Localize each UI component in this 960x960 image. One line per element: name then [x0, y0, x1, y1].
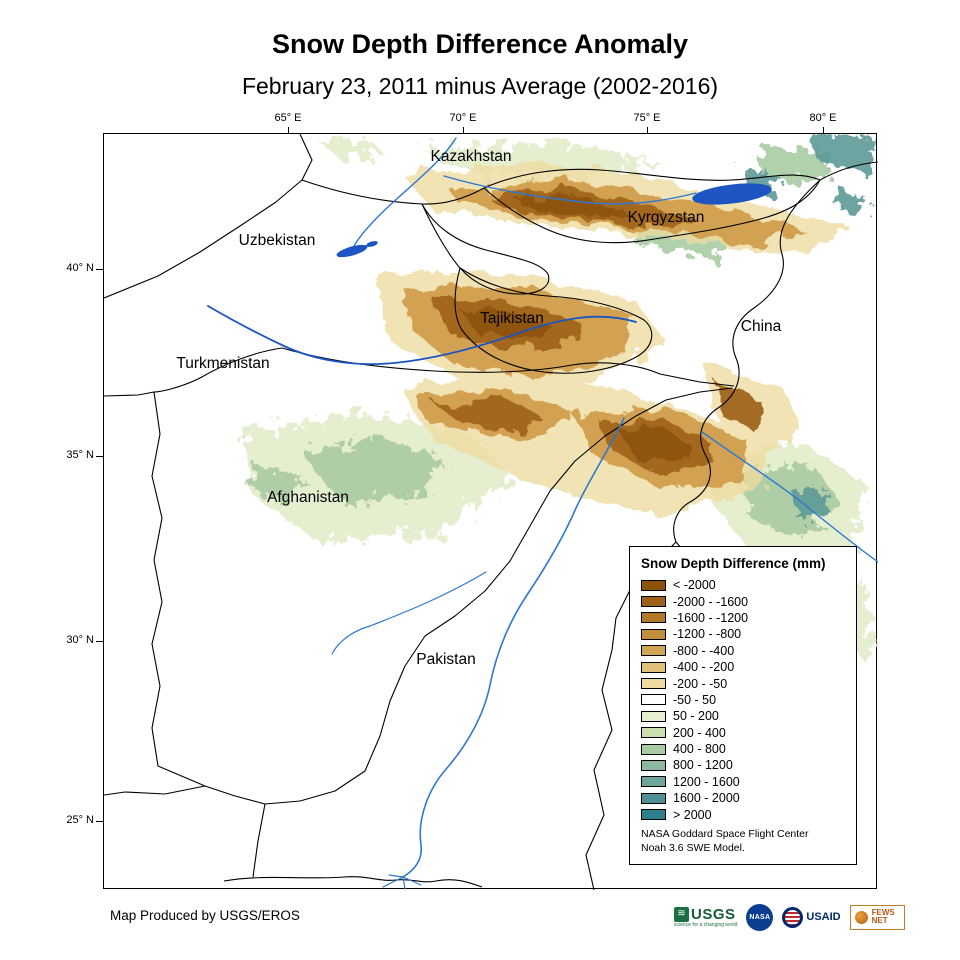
legend-swatch	[641, 645, 666, 657]
fewsnet-globe-icon	[854, 910, 868, 924]
country-label-tajikistan: Tajikistan	[480, 310, 544, 327]
lake-issyk-kul	[692, 183, 772, 205]
usaid-logo: USAID	[782, 906, 841, 928]
lon-tick-mark	[288, 127, 289, 134]
legend-entry: 1200 - 1600	[641, 774, 845, 790]
lon-tick-label: 75° E	[633, 112, 661, 124]
lat-tick-mark	[96, 821, 104, 822]
map-frame: Kazakhstan Kyrgyzstan Uzbekistan Tajikistan…	[66, 112, 878, 890]
usgs-tagline: science for a changing world	[674, 921, 738, 928]
legend-swatch	[641, 809, 666, 821]
legend-entry: -1600 - -1200	[641, 610, 845, 626]
legend-entry-label: > 2000	[673, 807, 712, 822]
country-label-uzbekistan: Uzbekistan	[238, 232, 316, 249]
lakes	[336, 183, 772, 258]
legend-swatch	[641, 710, 666, 722]
legend-entry: 800 - 1200	[641, 757, 845, 773]
country-label-kazakhstan: Kazakhstan	[430, 148, 512, 165]
legend-entry-label: -1200 - -800	[673, 627, 742, 642]
legend-swatch	[641, 628, 666, 640]
anomaly-raster-negative	[379, 162, 849, 516]
lon-tick-mark	[647, 127, 648, 134]
lat-tick-mark	[96, 269, 104, 270]
lon-tick-mark	[463, 127, 464, 134]
legend-swatch	[641, 759, 666, 771]
legend-entry-label: -200 - -50	[673, 676, 728, 691]
nasa-logo-text: NASA	[749, 913, 771, 921]
page-subtitle: February 23, 2011 minus Average (2002-20…	[241, 73, 719, 99]
legend-swatch	[641, 579, 666, 591]
legend-entry-label: 200 - 400	[673, 725, 726, 740]
legend-entry: -800 - -400	[641, 643, 845, 659]
legend-entry-label: 1200 - 1600	[673, 774, 740, 789]
rivers	[207, 137, 878, 890]
legend-swatch	[641, 776, 666, 788]
legend-swatch	[641, 612, 666, 624]
legend-entry-label: 800 - 1200	[673, 758, 733, 773]
lat-tick-mark	[96, 456, 104, 457]
usaid-seal-icon	[782, 906, 804, 928]
legend-entry-label: -400 - -200	[673, 660, 735, 675]
lon-tick-mark	[823, 127, 824, 134]
credit-text: Map Produced by USGS/EROS	[110, 908, 300, 923]
legend-title: Snow Depth Difference (mm)	[641, 556, 826, 571]
legend: Snow Depth Difference (mm) < -2000 -2000 …	[629, 546, 857, 865]
legend-entry: > 2000	[641, 806, 845, 822]
lon-tick-label: 70° E	[449, 112, 477, 124]
usgs-logo-text: USGS	[691, 905, 736, 923]
legend-swatch	[641, 792, 666, 804]
legend-swatch	[641, 678, 666, 690]
country-label-china: China	[740, 318, 782, 335]
legend-entry-label: -2000 - -1600	[673, 594, 749, 609]
legend-swatch	[641, 743, 666, 755]
usaid-logo-text: USAID	[806, 911, 841, 923]
legend-entry-label: -800 - -400	[673, 643, 735, 658]
page-title: Snow Depth Difference Anomaly	[271, 29, 689, 59]
fewsnet-logo-text: FEWS NET	[871, 907, 895, 925]
legend-entry: 50 - 200	[641, 708, 845, 724]
lat-tick-label: 35° N	[66, 449, 94, 461]
lat-tick-label: 40° N	[66, 262, 94, 274]
legend-entry: -2000 - -1600	[641, 593, 845, 609]
legend-entry-label: -1600 - -1200	[673, 610, 749, 625]
legend-entry: -50 - 50	[641, 692, 845, 708]
lat-tick-label: 30° N	[66, 634, 94, 646]
legend-note-line2: Noah 3.6 SWE Model.	[641, 841, 745, 854]
country-label-turkmenistan: Turkmenistan	[176, 355, 270, 372]
lake-aydarkul	[336, 244, 368, 258]
lat-tick-mark	[96, 641, 104, 642]
legend-entry: -400 - -200	[641, 659, 845, 675]
legend-note-line1: NASA Goddard Space Flight Center	[641, 827, 809, 840]
legend-entry: 1600 - 2000	[641, 790, 845, 806]
legend-swatch	[641, 694, 666, 706]
usgs-wave-icon: ≋	[674, 906, 689, 922]
legend-entry-label: 50 - 200	[673, 709, 719, 724]
legend-swatch	[641, 596, 666, 608]
country-label-afghanistan: Afghanistan	[267, 489, 349, 506]
legend-entry-label: -50 - 50	[673, 692, 717, 707]
legend-entry: -1200 - -800	[641, 626, 845, 642]
legend-entries: < -2000 -2000 - -1600 -1600 - -1200 -1200 -…	[641, 577, 845, 823]
logo-row: ≋ USGS science for a changing world NASA…	[674, 900, 905, 934]
legend-swatch	[641, 661, 666, 673]
legend-entry-label: 400 - 800	[673, 742, 726, 757]
nasa-logo: NASA	[746, 903, 774, 931]
usgs-logo: ≋ USGS science for a changing world	[674, 905, 738, 928]
lon-tick-label: 65° E	[274, 112, 302, 124]
fewsnet-logo: FEWS NET	[849, 904, 905, 930]
country-label-pakistan: Pakistan	[416, 651, 476, 668]
lat-tick-label: 25° N	[66, 814, 94, 826]
country-label-kyrgyzstan: Kyrgyzstan	[627, 209, 705, 226]
legend-entry: 200 - 400	[641, 725, 845, 741]
lon-tick-label: 80° E	[809, 112, 837, 124]
legend-swatch	[641, 727, 666, 739]
legend-entry-label: < -2000	[673, 578, 716, 593]
legend-entry: 400 - 800	[641, 741, 845, 757]
legend-entry: -200 - -50	[641, 675, 845, 691]
legend-entry: < -2000	[641, 577, 845, 593]
legend-entry-label: 1600 - 2000	[673, 791, 740, 806]
